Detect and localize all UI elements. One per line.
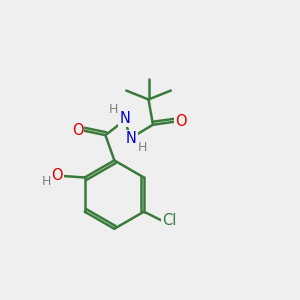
Text: O: O: [51, 168, 63, 183]
Text: O: O: [72, 123, 83, 138]
Text: H: H: [138, 141, 147, 154]
Text: N: N: [126, 131, 137, 146]
Text: Cl: Cl: [162, 213, 176, 228]
Text: H: H: [109, 103, 118, 116]
Text: N: N: [119, 111, 130, 126]
Text: O: O: [175, 114, 187, 129]
Text: H: H: [41, 175, 51, 188]
